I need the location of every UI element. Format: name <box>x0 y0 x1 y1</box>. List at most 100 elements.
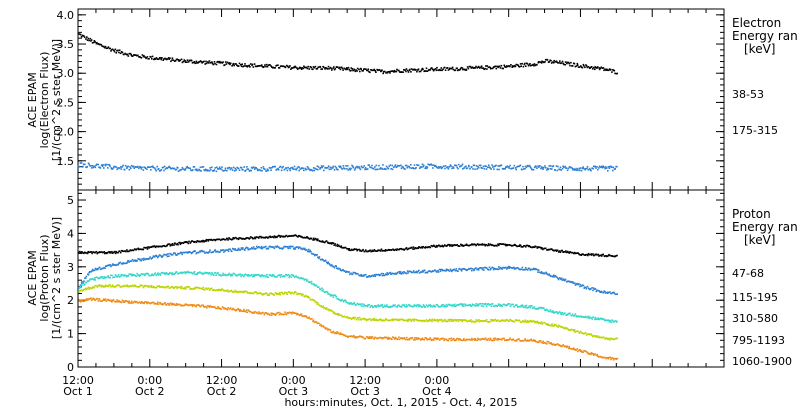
data-point <box>229 63 231 66</box>
data-point <box>483 168 486 170</box>
data-point <box>237 238 240 241</box>
data-point <box>390 168 392 170</box>
data-point <box>592 316 595 319</box>
data-point <box>167 57 170 59</box>
data-point <box>352 316 355 319</box>
data-point <box>196 169 199 172</box>
data-point <box>554 169 556 171</box>
data-point <box>87 162 90 165</box>
data-point <box>155 245 157 248</box>
data-point <box>299 168 302 170</box>
data-point <box>83 280 85 282</box>
top-legend-title-3: [keV] <box>744 42 775 56</box>
data-point <box>325 307 328 309</box>
data-point <box>256 245 258 248</box>
data-point <box>551 343 553 346</box>
data-point <box>437 271 440 273</box>
data-point <box>566 327 568 329</box>
data-point <box>392 304 395 306</box>
data-point <box>519 244 522 247</box>
data-point <box>304 315 306 318</box>
data-point <box>84 283 86 286</box>
data-point <box>542 61 544 63</box>
data-point <box>96 276 98 278</box>
data-point <box>474 339 476 341</box>
legend-entry-electron-38-53: 38-53 <box>732 88 764 101</box>
data-point <box>124 52 126 55</box>
data-point <box>481 67 483 69</box>
data-point <box>262 166 265 168</box>
data-point <box>203 272 206 275</box>
data-point <box>394 164 397 166</box>
data-point <box>497 319 499 321</box>
data-point <box>273 275 276 278</box>
data-point <box>91 278 93 280</box>
data-point <box>365 68 367 70</box>
data-point <box>328 168 331 171</box>
data-point <box>347 169 350 171</box>
data-point <box>213 61 216 63</box>
data-point <box>475 65 477 68</box>
data-point <box>384 319 386 322</box>
data-point <box>382 306 384 309</box>
bottom-panel-frame <box>77 189 725 368</box>
data-point <box>339 66 341 69</box>
data-point <box>437 69 439 71</box>
data-point <box>165 304 168 306</box>
data-point <box>436 66 438 69</box>
data-point <box>516 267 519 269</box>
data-point <box>273 313 276 315</box>
data-point <box>393 249 396 252</box>
data-point <box>371 69 374 72</box>
data-point <box>419 319 422 322</box>
data-point <box>470 319 472 321</box>
top-panel-frame <box>77 8 725 191</box>
data-point <box>420 271 423 273</box>
data-point <box>221 238 224 241</box>
data-point <box>477 244 480 246</box>
data-point <box>421 163 424 166</box>
data-point <box>289 65 291 67</box>
data-point <box>292 311 294 314</box>
data-point <box>218 307 221 309</box>
data-point <box>270 65 272 67</box>
data-point <box>558 311 561 313</box>
data-point <box>471 269 473 272</box>
data-point <box>277 274 280 276</box>
data-point <box>154 256 156 258</box>
data-point <box>85 275 88 278</box>
data-point <box>501 268 503 270</box>
data-point <box>320 323 322 326</box>
data-point <box>593 354 595 356</box>
data-point <box>537 165 539 167</box>
data-point <box>290 67 293 69</box>
data-point <box>249 66 251 68</box>
data-point <box>183 251 186 254</box>
data-point <box>401 271 404 274</box>
data-point <box>428 318 431 321</box>
data-point <box>165 272 168 274</box>
data-point <box>225 249 228 251</box>
data-point <box>131 274 133 277</box>
data-point <box>512 320 515 323</box>
data-point <box>319 288 322 291</box>
data-point <box>512 338 515 341</box>
data-point <box>278 67 281 69</box>
data-point <box>605 69 607 71</box>
data-point <box>113 286 115 288</box>
data-point <box>318 239 320 242</box>
data-point <box>184 61 187 63</box>
data-point <box>607 357 610 360</box>
data-point <box>116 50 118 52</box>
data-point <box>132 274 135 277</box>
data-point <box>92 166 95 169</box>
data-point <box>195 60 198 63</box>
data-point <box>171 272 174 274</box>
data-point <box>602 67 605 69</box>
data-point <box>212 289 215 291</box>
data-point <box>189 271 191 274</box>
data-point <box>522 246 524 248</box>
data-point <box>536 167 538 169</box>
data-point <box>412 167 414 169</box>
data-point <box>219 62 222 64</box>
